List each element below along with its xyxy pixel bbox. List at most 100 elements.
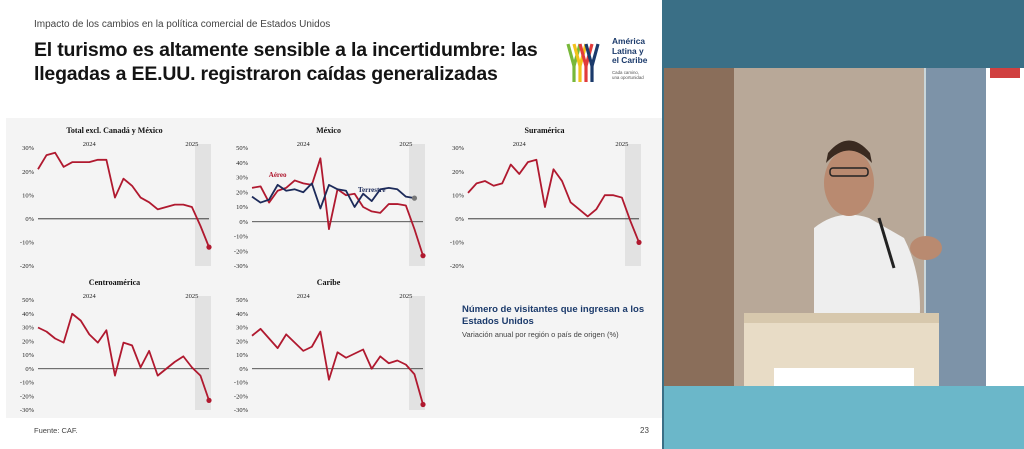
chart-title: Centroamérica — [88, 278, 141, 287]
y-tick-label: 10% — [22, 192, 35, 199]
series-endpoint — [420, 253, 426, 259]
chart-mexico: México 2024 2025 50% 40% 30% 20% 10% 0% -10% -20% -… — [226, 126, 431, 274]
y-tick-label: 40% — [22, 311, 35, 318]
chart-svg: 2024 2025 30% 20% 10% 0% -10% -20% — [450, 141, 642, 270]
series-line — [37, 312, 210, 401]
year-label: 2025 — [185, 141, 198, 148]
page-number: 23 — [640, 426, 649, 435]
y-tick-label: 50% — [236, 145, 249, 152]
logo-wordmark: América Latina y el Caribe — [612, 36, 648, 66]
y-tick-label: 20% — [22, 169, 35, 176]
y-tick-label: 30% — [452, 145, 465, 152]
chart-title: Suramérica — [524, 126, 565, 135]
chart-centroamerica: Centroamérica 2024 2025 50% 40% 30% 20% 10% 0% -1… — [12, 278, 217, 418]
presentation-slide: Impacto de los cambios en la política co… — [0, 0, 662, 449]
y-tick-label: 50% — [22, 297, 35, 304]
year-label: 2024 — [83, 293, 97, 300]
legend-subtitle: Variación anual por región o país de ori… — [462, 330, 619, 339]
logo-tagline-line: Cada camino, — [612, 70, 640, 75]
charts-panel — [6, 118, 662, 418]
shaded-2025-region — [625, 144, 641, 266]
y-tick-label: 10% — [452, 192, 465, 199]
caf-logo-icon — [566, 43, 600, 82]
y-tick-label: 30% — [236, 325, 249, 332]
chart-suramerica: Suramérica 2024 2025 30% 20% 10% 0% -10% -20% — [442, 126, 647, 274]
logo-line: América — [612, 36, 646, 46]
chart-svg: 2024 2025 50% 40% 30% 20% 10% 0% -10% -20% -30% Aér… — [234, 141, 426, 270]
y-tick-label: -10% — [450, 240, 465, 247]
logo-tagline: Cada camino, una oportunidad — [612, 70, 644, 80]
series-line — [251, 182, 415, 210]
y-tick-label: -20% — [450, 263, 465, 270]
series-line — [251, 327, 424, 405]
chart-total-excl-canada-mexico: Total excl. Canadá y México 2024 2025 30% 20… — [12, 126, 217, 274]
y-tick-label: 0% — [239, 366, 248, 373]
y-tick-label: -20% — [234, 393, 249, 400]
y-tick-label: -10% — [20, 240, 35, 247]
series-line — [467, 158, 640, 243]
series-label: Aéreo — [269, 171, 287, 179]
chart-legend-note: Número de visitantes que ingresan a los … — [462, 304, 652, 339]
chart-svg: 2024 2025 50% 40% 30% 20% 10% 0% -10% -20% -30% — [234, 293, 426, 414]
series-label: Terrestre — [358, 186, 385, 194]
shaded-2025-region — [409, 144, 425, 266]
logo-tagline-line: una oportunidad — [612, 75, 644, 80]
y-tick-label: -10% — [234, 380, 249, 387]
y-tick-label: 20% — [22, 338, 35, 345]
y-tick-label: 10% — [236, 204, 249, 211]
y-tick-label: 30% — [22, 145, 35, 152]
y-tick-label: 0% — [239, 219, 248, 226]
y-tick-label: 30% — [236, 175, 249, 182]
year-label: 2024 — [513, 141, 527, 148]
y-tick-label: -30% — [234, 263, 249, 270]
speaker-video — [664, 68, 1024, 386]
chart-title: Caribe — [316, 278, 341, 287]
y-tick-label: 0% — [25, 366, 34, 373]
series-endpoint — [206, 397, 212, 403]
chart-svg: 2024 2025 30% 20% 10% 0% -10% -20% — [20, 141, 212, 270]
slide-headline: El turismo es altamente sensible a la in… — [34, 39, 538, 85]
chart-title: Total excl. Canadá y México — [66, 126, 163, 135]
y-tick-label: 40% — [236, 160, 249, 167]
y-tick-label: -30% — [234, 407, 249, 414]
y-tick-label: -20% — [20, 263, 35, 270]
year-label: 2024 — [297, 293, 311, 300]
year-label: 2025 — [399, 293, 412, 300]
logo-line: el Caribe — [612, 55, 648, 65]
y-tick-label: -10% — [20, 380, 35, 387]
video-lower-band — [664, 386, 1024, 449]
y-tick-label: 0% — [455, 216, 464, 223]
slide-kicker: Impacto de los cambios en la política co… — [34, 19, 331, 30]
series-endpoint — [206, 244, 212, 250]
y-tick-label: 30% — [22, 325, 35, 332]
source-note: Fuente: CAF. — [34, 426, 78, 435]
y-tick-label: 20% — [236, 189, 249, 196]
y-tick-label: -20% — [20, 393, 35, 400]
y-tick-label: 10% — [236, 352, 249, 359]
legend-title: Número de visitantes que ingresan a los … — [462, 304, 645, 327]
year-label: 2025 — [399, 141, 412, 148]
chart-caribe: Caribe 2024 2025 50% 40% 30% 20% 10% 0% -10% -20% -… — [226, 278, 431, 418]
series-line — [37, 151, 210, 248]
chart-title: México — [316, 126, 341, 135]
chart-svg: 2024 2025 50% 40% 30% 20% 10% 0% -10% -20% -30% — [20, 293, 212, 414]
logo-line: Latina y — [612, 45, 644, 56]
y-tick-label: 0% — [25, 216, 34, 223]
year-label: 2024 — [83, 141, 97, 148]
y-tick-label: 20% — [452, 169, 465, 176]
shaded-2025-region — [409, 296, 425, 410]
year-label: 2025 — [185, 293, 198, 300]
year-label: 2024 — [297, 141, 311, 148]
y-tick-label: 40% — [236, 311, 249, 318]
y-tick-label: -30% — [20, 407, 35, 414]
shaded-2025-region — [195, 296, 211, 410]
y-tick-label: 50% — [236, 297, 249, 304]
y-tick-label: 10% — [22, 352, 35, 359]
year-label: 2025 — [615, 141, 628, 148]
series-endpoint — [420, 401, 426, 408]
shaded-2025-region — [195, 144, 211, 266]
series-endpoint — [411, 195, 418, 201]
y-tick-label: -10% — [234, 234, 249, 241]
series-endpoint — [636, 239, 642, 245]
y-tick-label: -20% — [234, 248, 249, 255]
